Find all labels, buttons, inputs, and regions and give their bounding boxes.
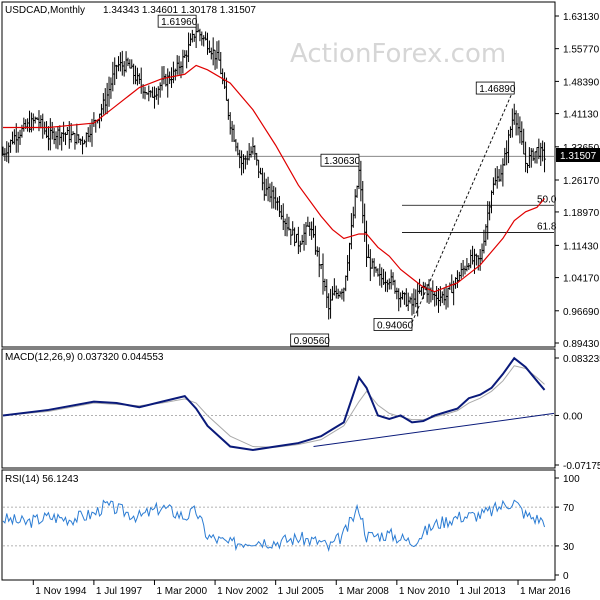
fib-label-1: 61.8 (537, 221, 557, 232)
price-tick-label-8: 1.04170 (563, 274, 600, 285)
x-tick-label-3: 1 Nov 2002 (217, 586, 269, 597)
price-annotations: 1.61960 0.90560 1.30630 0.94060 1.46890 (157, 14, 516, 347)
x-tick-label-0: 1 Nov 1994 (35, 586, 87, 597)
price-tick-label-1: 1.55770 (563, 45, 600, 56)
x-tick-label-5: 1 Mar 2008 (338, 586, 389, 597)
trendline (411, 87, 515, 323)
x-tick-label-1: 1 Jul 1997 (96, 586, 143, 597)
symbol-header: USDCAD,Monthly (5, 5, 85, 16)
rsi-tick-label-3: 0 (563, 571, 569, 582)
price-tick-label-2: 1.48390 (563, 77, 600, 88)
rsi-panel-frame (1, 469, 556, 581)
macd-tick-label-0: 0.083235 (563, 354, 600, 365)
annotation-label-3: 0.94060 (377, 320, 414, 331)
annotation-box-4 (475, 81, 515, 95)
x-tick-label-7: 1 Jul 2013 (459, 586, 506, 597)
rsi-header: RSI(14) 56.1243 (5, 474, 79, 485)
annotation-box-0 (157, 14, 197, 28)
macd-line (2, 356, 546, 451)
ohlc-header: 1.34343 1.34601 1.30178 1.31507 (103, 5, 256, 16)
price-tick-label-10: 0.89430 (563, 339, 600, 350)
macd-trendline (313, 412, 555, 448)
watermark: ActionForex.com (290, 39, 506, 69)
x-tick-label-6: 1 Nov 2010 (399, 586, 451, 597)
price-trendline (411, 87, 515, 323)
price-axis: 1.631301.557701.483901.411301.336501.261… (3, 12, 600, 350)
price-tick-label-5: 1.26170 (563, 176, 600, 187)
price-tick-label-7: 1.11430 (563, 241, 599, 252)
fibonacci-levels: 50.0 61.8 (402, 194, 557, 233)
time-axis: 1 Nov 1994 1 Jul 1997 1 Mar 2000 1 Nov 2002… (32, 580, 571, 597)
price-tick-label-6: 1.18970 (563, 208, 600, 219)
macd-signal-line (2, 365, 545, 448)
annotation-label-2: 1.30630 (324, 156, 361, 167)
rsi-tick-label-1: 70 (563, 503, 575, 514)
annotation-box-2 (320, 153, 360, 167)
rsi-tick-label-2: 30 (563, 542, 575, 553)
price-panel-frame (1, 1, 556, 348)
x-tick-label-2: 1 Mar 2000 (156, 586, 207, 597)
macd-layer: 0.083235 0.00 -0.071752 (2, 354, 600, 472)
rsi-line (2, 499, 546, 553)
macd-tick-label-1: 0.00 (563, 411, 583, 422)
rsi-layer: 100 70 30 0 (2, 474, 580, 582)
current-price-tag-bg (556, 148, 600, 162)
annotation-label-0: 1.61960 (161, 17, 198, 28)
rsi-tick-label-0: 100 (563, 474, 580, 485)
macd-header: MACD(12,26,9) 0.037320 0.044553 (5, 352, 164, 363)
annotation-label-1: 0.90560 (294, 336, 331, 347)
current-price-tag: 1.31507 (560, 151, 597, 162)
x-tick-label-4: 1 Jul 2005 (278, 586, 325, 597)
ma-line (3, 64, 545, 293)
moving-average (3, 64, 545, 293)
macd-panel-frame (1, 348, 556, 469)
fib-label-0: 50.0 (537, 194, 557, 205)
price-tick-label-9: 0.96690 (563, 307, 600, 318)
price-tick-label-0: 1.63130 (563, 12, 600, 23)
x-tick-label-8: 1 Mar 2016 (520, 586, 571, 597)
annotation-label-4: 1.46890 (479, 84, 516, 95)
price-tick-label-3: 1.41130 (563, 110, 599, 121)
macd-tick-label-2: -0.071752 (563, 461, 600, 472)
